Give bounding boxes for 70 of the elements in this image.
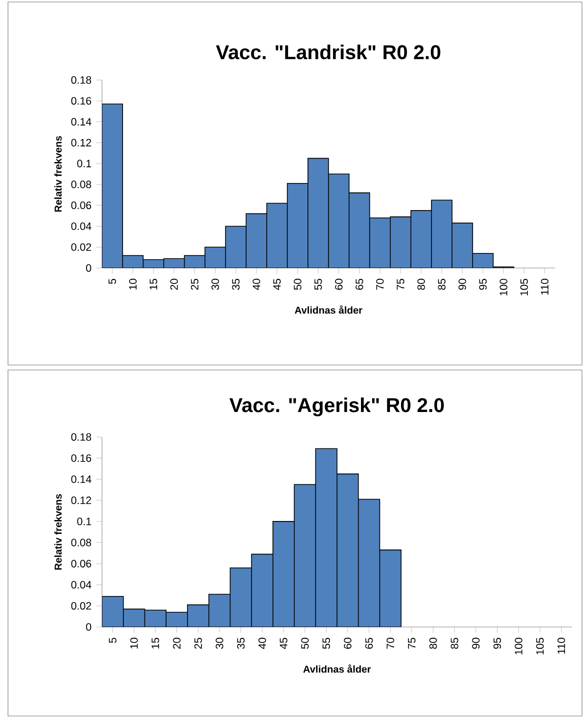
y-tick-label: 0.14 <box>71 118 92 126</box>
y-tick-label: 0.16 <box>71 454 92 462</box>
x-tick-label: 60 <box>344 638 352 649</box>
y-tick-label: 0.04 <box>71 222 92 230</box>
x-tick-label: 40 <box>252 278 260 290</box>
y-tick-label: 0.14 <box>71 475 92 483</box>
x-tick-label: 70 <box>386 638 394 649</box>
x-tick-label: 95 <box>493 638 501 649</box>
y-tick-label: 0.1 <box>77 160 92 168</box>
x-tick-label: 55 <box>322 638 330 649</box>
x-tick-label: 35 <box>237 638 245 649</box>
y-tick-label: 0 <box>86 264 92 272</box>
x-tick-label: 15 <box>152 638 160 648</box>
y-tick-label: 0.02 <box>71 243 92 251</box>
x-tick-label: 80 <box>429 638 437 649</box>
x-axis-title: Avlidnas ålder <box>303 664 371 673</box>
y-tick-label: 0.04 <box>71 581 92 589</box>
x-tick-label: 20 <box>170 278 178 290</box>
x-tick-label: 60 <box>335 278 343 290</box>
x-tick-label: 90 <box>472 638 480 649</box>
x-tick-label: 10 <box>130 638 138 648</box>
x-tick-label: 75 <box>408 638 416 649</box>
x-tick-label: 30 <box>216 638 224 649</box>
x-tick-label: 80 <box>417 278 425 290</box>
y-tick-label: 0.06 <box>71 560 92 568</box>
x-axis-title: Avlidnas ålder <box>294 305 362 314</box>
chart-title: Vacc. "Agerisk" R0 2.0 <box>229 398 444 416</box>
x-tick-label: 20 <box>172 638 181 649</box>
x-tick-label: 100 <box>500 278 508 296</box>
y-tick-label: 0.12 <box>71 496 92 504</box>
x-tick-label: 105 <box>520 278 528 296</box>
x-tick-label: 50 <box>294 278 302 290</box>
x-tick-label: 105 <box>536 638 544 654</box>
x-tick-label: 15 <box>150 278 158 290</box>
y-tick-label: 0.06 <box>71 202 92 210</box>
x-tick-label: 75 <box>396 278 404 290</box>
x-tick-label: 85 <box>450 638 458 649</box>
y-tick-label: 0.08 <box>71 538 92 546</box>
y-tick-label: 0.18 <box>71 433 92 441</box>
y-tick-label: 0.02 <box>71 602 92 610</box>
x-tick-label: 85 <box>438 278 446 290</box>
x-tick-label: 100 <box>514 638 522 654</box>
chart-title: Vacc. "Landrisk" R0 2.0 <box>216 44 440 60</box>
y-axis-title: Relativ frekvens <box>54 136 62 212</box>
y-tick-label: 0.12 <box>71 138 92 146</box>
x-tick-label: 25 <box>194 638 202 649</box>
x-tick-label: 40 <box>258 638 266 650</box>
x-tick-label: 45 <box>280 638 288 650</box>
x-tick-label: 70 <box>376 278 384 290</box>
x-tick-label: 30 <box>211 278 220 290</box>
x-tick-label: 5 <box>108 638 116 643</box>
y-tick-label: 0.08 <box>71 180 92 188</box>
x-tick-label: 25 <box>190 278 198 290</box>
x-tick-label: 55 <box>314 278 322 290</box>
x-tick-label: 90 <box>458 278 466 290</box>
x-tick-label: 10 <box>129 278 137 290</box>
y-tick-label: 0.16 <box>71 97 92 105</box>
x-tick-label: 110 <box>558 638 566 654</box>
x-tick-label: 35 <box>232 278 240 290</box>
x-tick-label: 50 <box>301 638 309 649</box>
x-tick-label: 65 <box>356 278 364 290</box>
x-tick-label: 45 <box>273 278 281 290</box>
y-tick-label: 0 <box>86 623 92 631</box>
y-axis-title: Relativ frekvens <box>54 494 62 570</box>
x-tick-label: 95 <box>479 278 487 290</box>
y-tick-label: 0.1 <box>77 518 92 526</box>
x-tick-label: 5 <box>108 278 116 284</box>
y-tick-label: 0.18 <box>71 76 92 84</box>
x-tick-label: 65 <box>365 638 373 649</box>
x-tick-label: 110 <box>540 278 548 295</box>
